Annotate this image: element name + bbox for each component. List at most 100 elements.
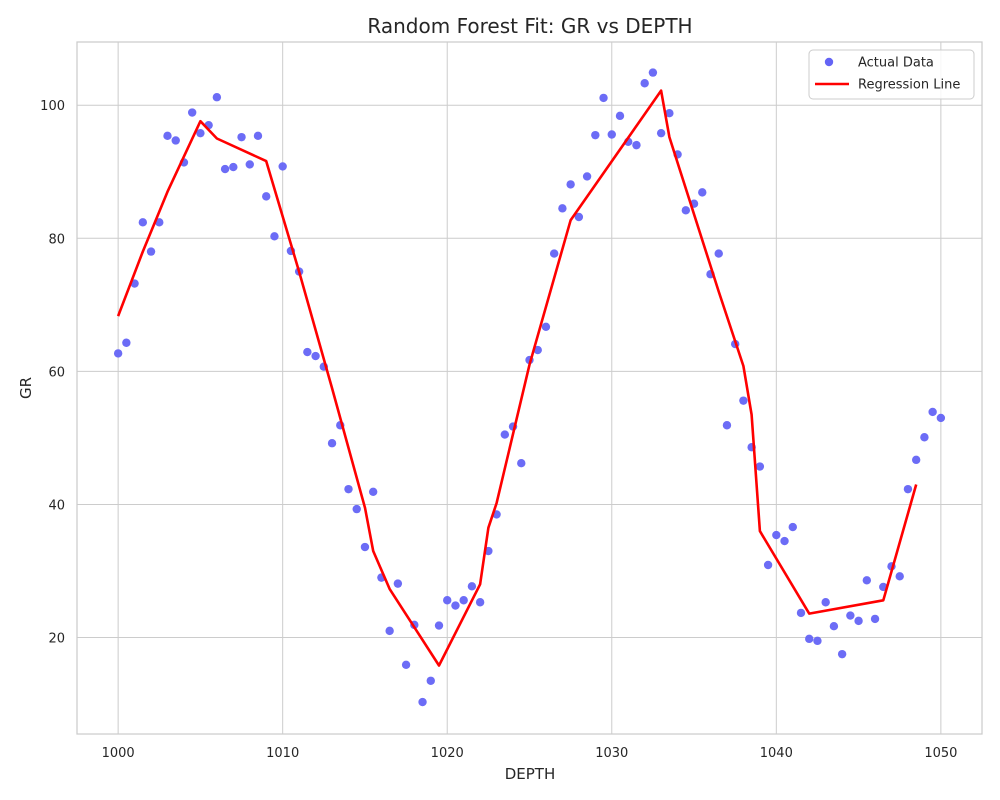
- data-point: [467, 582, 477, 591]
- data-point: [138, 218, 148, 227]
- data-point: [796, 608, 806, 618]
- data-point: [270, 232, 279, 241]
- data-point: [434, 621, 444, 630]
- data-point: [632, 140, 641, 150]
- data-point: [936, 413, 946, 423]
- data-point: [196, 128, 205, 138]
- data-point: [846, 611, 855, 620]
- data-point: [722, 421, 732, 430]
- data-point: [739, 396, 748, 405]
- legend: Actual Data Regression Line: [808, 49, 975, 100]
- x-tick-label: 1040: [760, 746, 793, 761]
- data-point: [862, 576, 872, 585]
- regression-line: [116, 89, 918, 667]
- data-point: [714, 249, 723, 258]
- y-tick-label: 40: [48, 498, 65, 513]
- data-point: [262, 192, 271, 201]
- data-point: [253, 131, 263, 141]
- x-tick-label: 1030: [595, 746, 628, 761]
- data-point: [640, 79, 649, 88]
- data-point: [220, 164, 230, 174]
- data-point: [122, 338, 131, 347]
- data-point: [401, 660, 411, 669]
- data-point: [459, 596, 468, 605]
- data-point: [615, 111, 625, 121]
- plot-frame: [76, 41, 983, 735]
- data-point: [582, 172, 592, 181]
- data-point: [368, 487, 378, 496]
- data-point: [155, 218, 164, 227]
- data-point: [352, 504, 361, 514]
- data-point: [788, 522, 797, 532]
- data-point: [591, 130, 600, 140]
- y-tick-label: 20: [48, 632, 65, 647]
- tick-labels: 1000 1010 1020 1030 1040 1050 20 40 60 80 100: [40, 99, 957, 761]
- data-point: [911, 455, 921, 465]
- data-point: [245, 160, 254, 169]
- data-point: [821, 598, 830, 607]
- data-point: [327, 439, 337, 448]
- data-point: [837, 649, 847, 659]
- y-tick-label: 100: [40, 99, 65, 114]
- data-point: [500, 430, 510, 439]
- data-point: [805, 634, 814, 644]
- data-point: [755, 462, 765, 471]
- data-point: [443, 596, 452, 605]
- data-point: [517, 458, 526, 468]
- data-point: [171, 136, 180, 145]
- data-point: [385, 626, 394, 636]
- data-point: [311, 351, 320, 361]
- y-tick-label: 60: [48, 365, 65, 380]
- data-point: [426, 676, 435, 685]
- data-point: [920, 433, 929, 442]
- legend-entry-regression-line: Regression Line: [858, 78, 960, 93]
- data-point: [451, 601, 460, 610]
- data-point: [187, 108, 197, 117]
- data-point: [344, 484, 353, 494]
- data-point: [541, 322, 551, 331]
- data-point: [237, 132, 246, 142]
- data-point: [278, 162, 287, 171]
- data-point: [418, 697, 427, 707]
- data-point: [813, 636, 822, 646]
- legend-box: [808, 49, 975, 100]
- data-point: [475, 598, 485, 607]
- legend-entry-actual-data: Actual Data: [858, 56, 934, 71]
- data-point: [648, 68, 658, 77]
- data-point: [113, 349, 123, 358]
- data-point: [566, 180, 575, 189]
- data-point: [163, 131, 172, 141]
- data-point: [681, 206, 691, 215]
- data-point: [549, 249, 559, 258]
- data-point: [665, 108, 674, 118]
- data-point: [772, 530, 781, 540]
- data-point: [360, 542, 370, 552]
- x-tick-label: 1000: [102, 746, 135, 761]
- data-point: [229, 162, 238, 172]
- data-point: [574, 212, 584, 222]
- data-point: [870, 614, 880, 624]
- data-point: [533, 345, 542, 355]
- data-point: [829, 622, 839, 631]
- x-axis-label: DEPTH: [505, 765, 556, 783]
- legend-scatter-marker: [824, 57, 834, 67]
- y-tick-label: 80: [48, 232, 65, 247]
- data-point: [854, 616, 863, 626]
- x-tick-label: 1010: [266, 746, 299, 761]
- data-point: [146, 247, 156, 256]
- grid: [77, 42, 982, 734]
- data-point: [607, 130, 616, 139]
- data-point: [903, 484, 913, 494]
- x-tick-label: 1050: [924, 746, 957, 761]
- data-point: [558, 204, 567, 213]
- data-point: [928, 407, 937, 417]
- x-tick-label: 1020: [431, 746, 464, 761]
- data-point: [763, 560, 773, 570]
- chart-title: Random Forest Fit: GR vs DEPTH: [367, 14, 692, 38]
- data-point: [212, 93, 222, 102]
- data-point: [599, 93, 608, 103]
- y-axis-label: GR: [17, 377, 35, 399]
- data-point: [895, 572, 904, 581]
- data-point: [303, 347, 312, 357]
